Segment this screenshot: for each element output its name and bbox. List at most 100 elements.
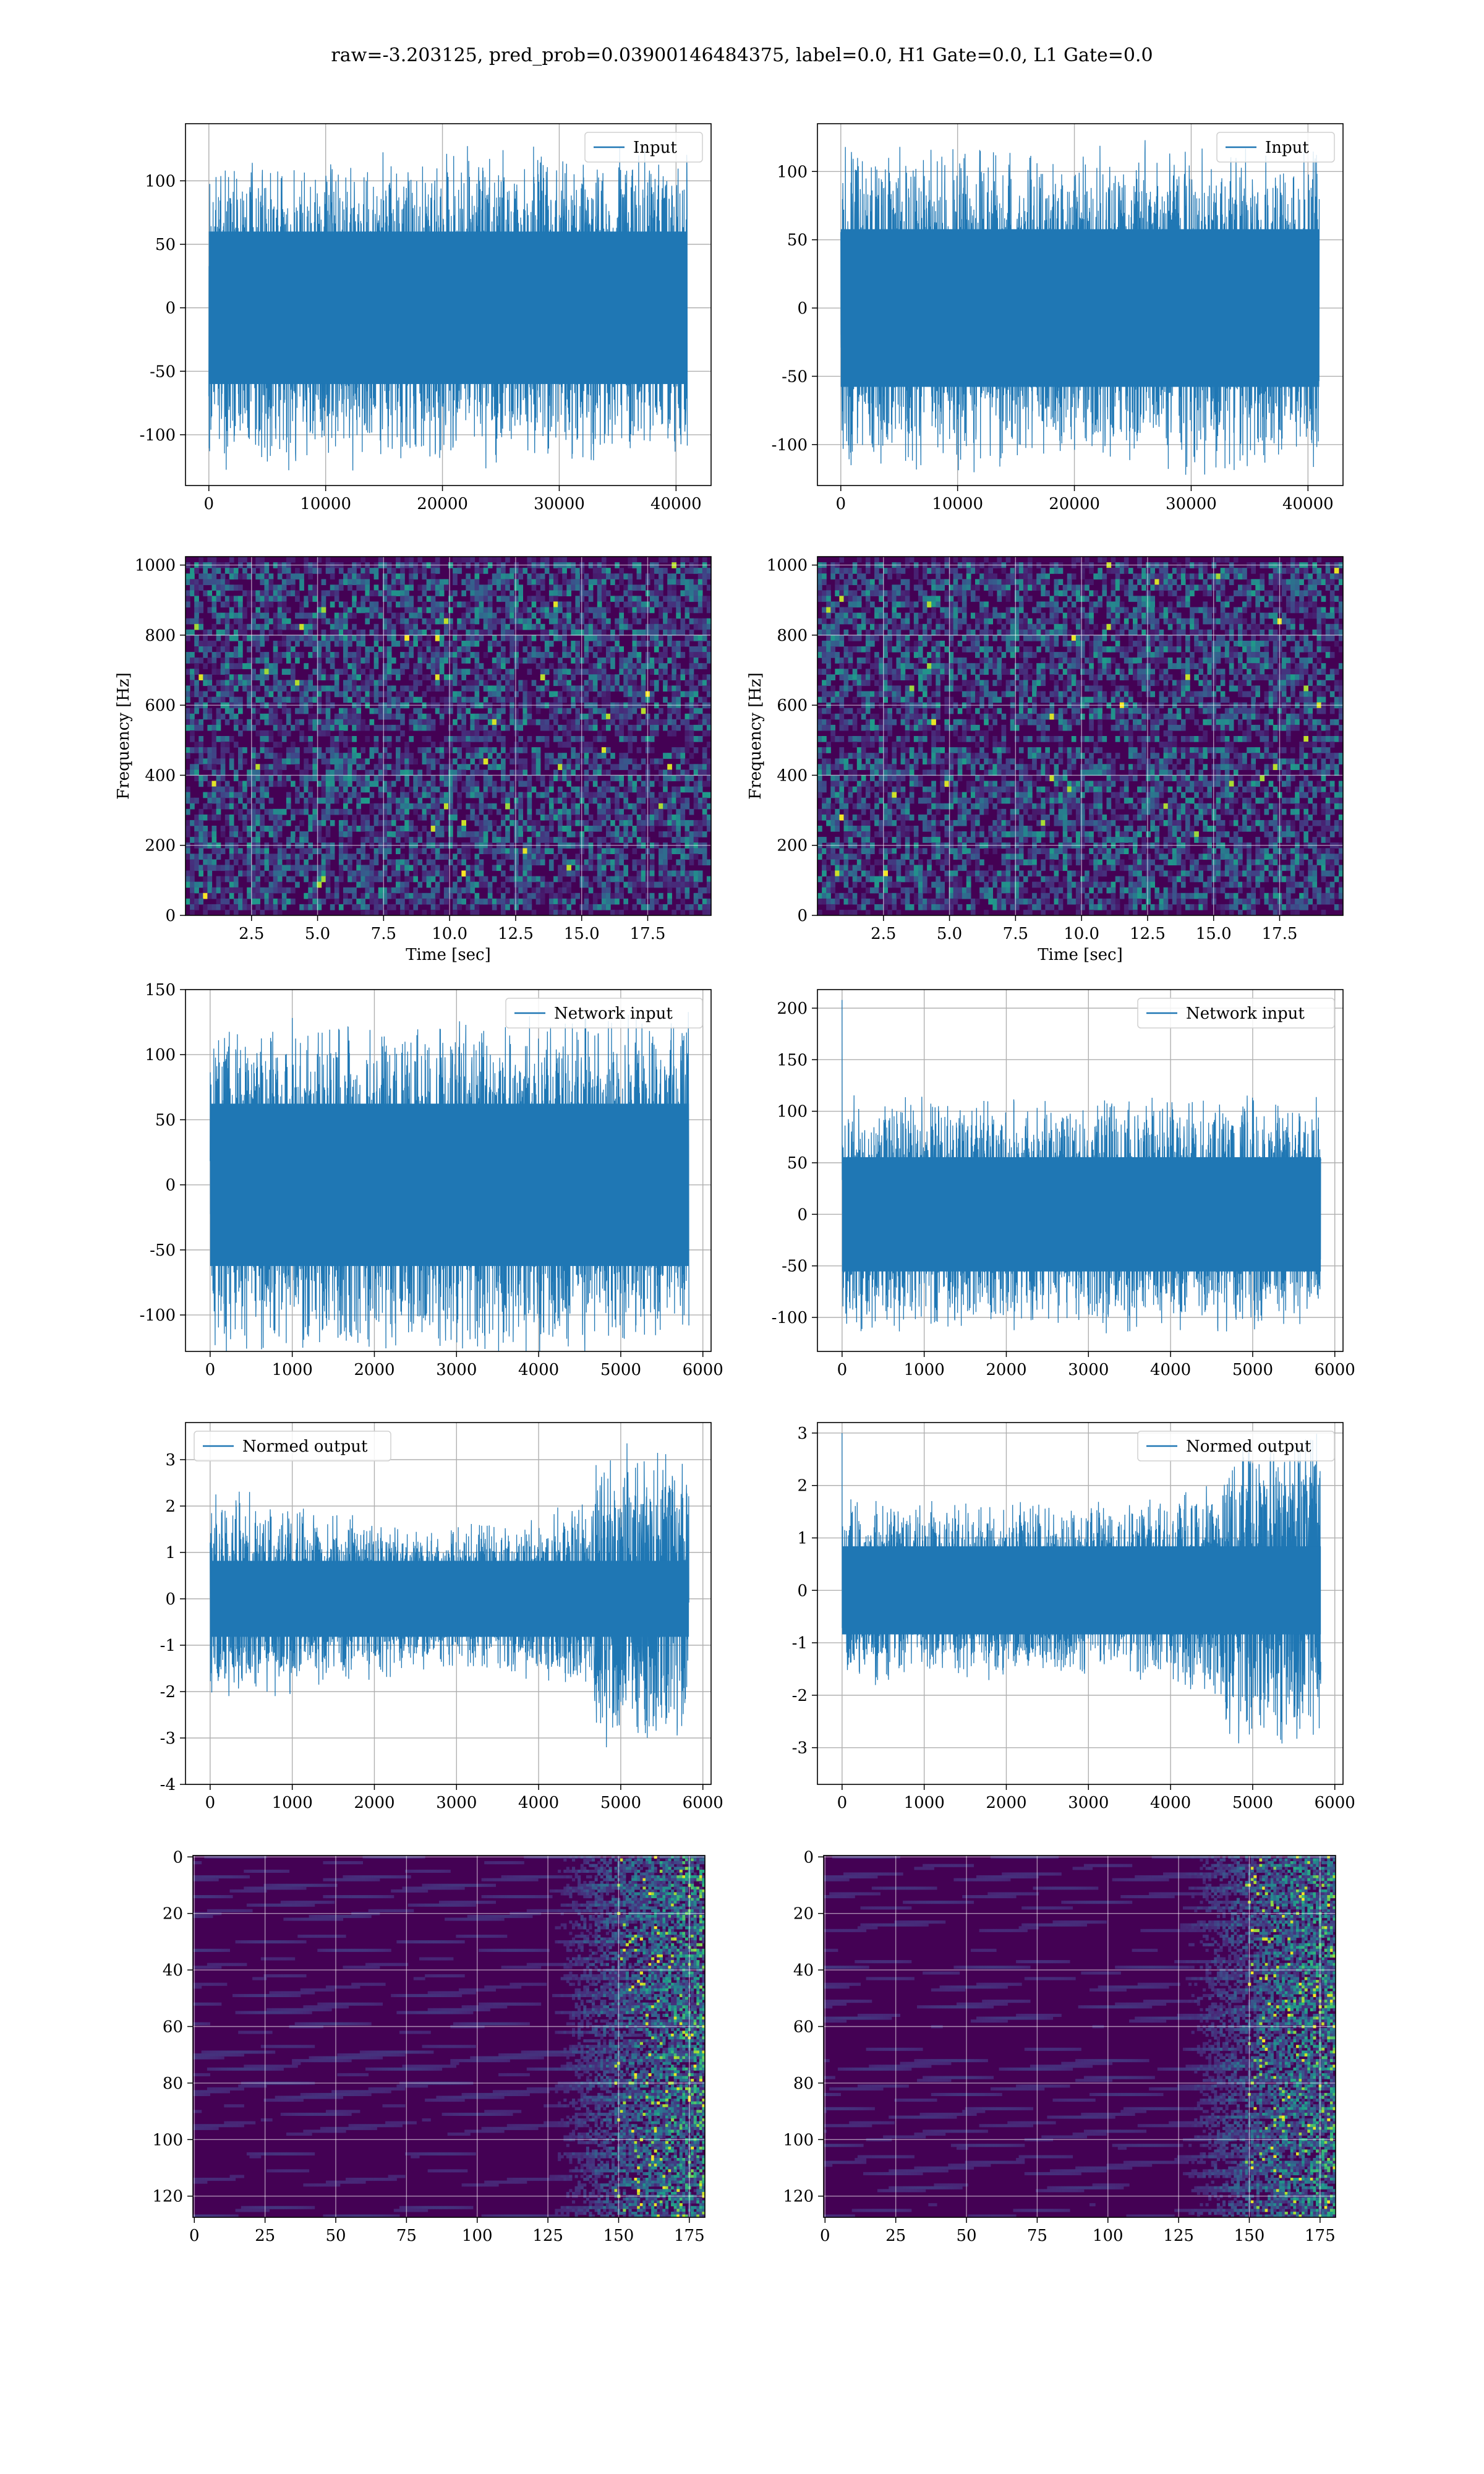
heatmap-cell — [400, 887, 405, 894]
heatmap-cell — [1185, 557, 1190, 563]
heatmap-cell — [641, 831, 646, 837]
heatmap-cell — [548, 663, 554, 669]
heatmap-cell — [510, 792, 514, 798]
heatmap-cell — [417, 892, 423, 899]
heatmap-cell — [413, 612, 418, 619]
heatmap-cell — [295, 837, 300, 843]
heatmap-cell — [518, 826, 523, 832]
heatmap-cell — [229, 612, 234, 619]
legend-label: Input — [1265, 139, 1309, 157]
heatmap-cell — [619, 792, 624, 798]
heatmap-cell — [575, 758, 581, 764]
heatmap-cell — [448, 685, 453, 692]
heatmap-cell — [632, 708, 638, 714]
heatmap-cell — [186, 769, 190, 776]
heatmap-cell — [540, 669, 545, 675]
heatmap-cell — [338, 713, 344, 720]
heatmap-cell — [378, 713, 383, 720]
heatmap-cell — [404, 663, 409, 669]
heatmap-cell — [601, 640, 607, 647]
heatmap-cell — [654, 814, 659, 821]
heatmap-cell — [527, 797, 532, 804]
heatmap-cell — [268, 881, 274, 888]
heatmap-cell — [672, 646, 676, 653]
heatmap-cell — [207, 713, 213, 720]
heatmap-cell — [194, 618, 199, 625]
heatmap-cell — [216, 708, 221, 714]
heatmap-cell — [435, 786, 440, 793]
heatmap-cell — [544, 640, 550, 647]
heatmap-cell — [615, 708, 620, 714]
heatmap-cell — [487, 753, 493, 759]
heatmap-cell — [676, 753, 681, 759]
heatmap-cell — [548, 584, 554, 591]
heatmap-cell — [706, 742, 711, 748]
heatmap-cell — [325, 758, 331, 764]
heatmap-cell — [531, 753, 537, 759]
heatmap-cell — [654, 579, 659, 585]
heatmap-cell — [584, 629, 589, 636]
heatmap-cell — [317, 669, 322, 675]
heatmap-cell — [417, 568, 423, 574]
heatmap-cell — [317, 557, 322, 563]
heatmap-cell — [632, 876, 638, 883]
heatmap-cell — [492, 657, 497, 664]
heatmap-cell — [601, 708, 607, 714]
heatmap-cell — [360, 596, 365, 602]
heatmap-cell — [535, 708, 541, 714]
heatmap-cell — [255, 640, 260, 647]
heatmap-cell — [623, 680, 628, 687]
heatmap-cell — [211, 887, 217, 894]
heatmap-cell — [659, 848, 663, 854]
heatmap-cell — [220, 646, 226, 653]
heatmap-cell — [535, 892, 541, 899]
heatmap-cell — [558, 898, 563, 905]
heatmap-cell — [457, 601, 462, 608]
heatmap-cell — [365, 573, 370, 580]
heatmap-cell — [706, 876, 711, 883]
heatmap-cell — [334, 758, 339, 764]
heatmap-cell — [224, 663, 230, 669]
heatmap-cell — [260, 786, 265, 793]
heatmap-cell — [211, 826, 217, 832]
heatmap-cell — [308, 904, 313, 910]
heatmap-cell — [277, 601, 283, 608]
heatmap-cell — [676, 892, 681, 899]
heatmap-cell — [544, 814, 550, 821]
heatmap-cell — [308, 792, 313, 798]
heatmap-cell — [501, 724, 506, 731]
heatmap-cell — [417, 663, 423, 669]
heatmap-cell — [619, 764, 624, 770]
heatmap-cell — [242, 663, 247, 669]
heatmap-cell — [474, 870, 480, 877]
heatmap-cell — [597, 568, 602, 574]
heatmap-cell — [268, 898, 274, 905]
heatmap-cell — [273, 584, 278, 591]
heatmap-cell — [544, 753, 550, 759]
heatmap-cell — [426, 674, 432, 680]
heatmap-cell — [260, 596, 265, 602]
heatmap-cell — [562, 635, 567, 641]
heatmap-cell — [606, 758, 611, 764]
heatmap-cell — [597, 635, 602, 641]
heatmap-cell — [553, 607, 558, 614]
heatmap-cell — [483, 736, 488, 742]
heatmap-cell — [190, 713, 195, 720]
heatmap-cell — [584, 758, 589, 764]
heatmap-cell — [501, 870, 506, 877]
heatmap-cell — [466, 854, 471, 860]
heatmap-cell — [466, 747, 471, 753]
heatmap-cell — [417, 596, 423, 602]
heatmap-cell — [299, 769, 304, 776]
heatmap-cell — [514, 579, 519, 585]
heatmap-cell — [518, 887, 523, 894]
heatmap-cell — [352, 596, 357, 602]
heatmap-cell — [659, 669, 663, 675]
heatmap-cell — [334, 764, 339, 770]
heatmap-cell — [501, 786, 506, 793]
heatmap-cell — [697, 663, 703, 669]
heatmap-cell — [457, 691, 462, 698]
heatmap-cell — [360, 579, 365, 585]
heatmap-cell — [251, 837, 256, 843]
heatmap-cell — [1098, 557, 1102, 563]
